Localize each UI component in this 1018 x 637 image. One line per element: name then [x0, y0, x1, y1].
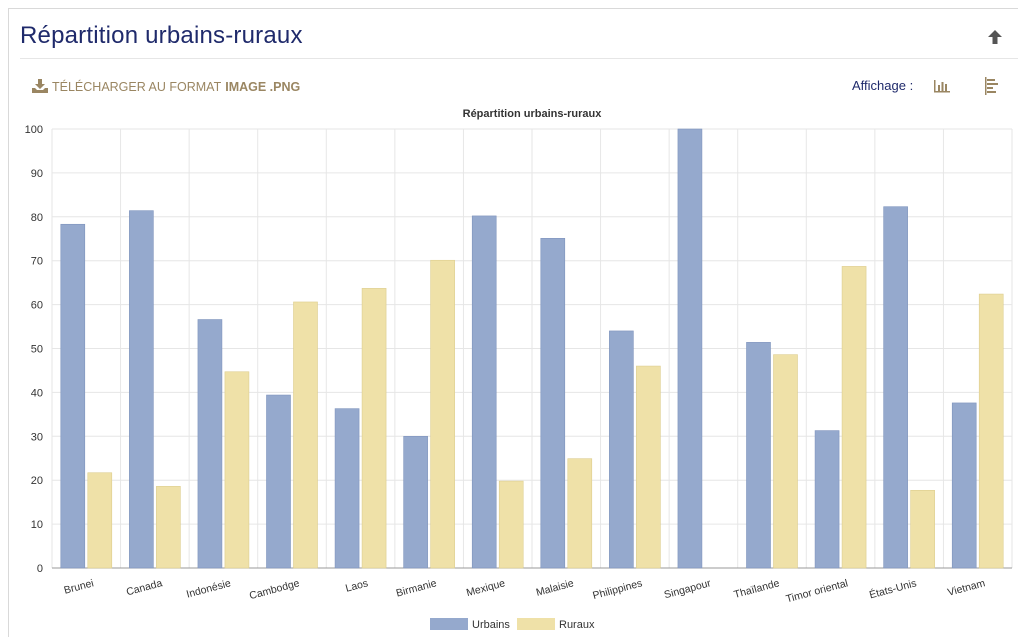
- bar-ruraux: [910, 489, 935, 569]
- y-tick-label: 70: [31, 256, 43, 268]
- bar-ruraux: [567, 458, 593, 569]
- x-tick-label: Brunei: [63, 577, 95, 596]
- y-tick-label: 90: [31, 168, 43, 180]
- bar-ruraux: [224, 371, 250, 569]
- y-tick-label: 20: [31, 475, 43, 487]
- x-tick-label: Canada: [125, 577, 164, 598]
- bar-urbains: [883, 206, 908, 569]
- horizontal-bar-chart-icon[interactable]: [980, 74, 1004, 98]
- bar-ruraux: [978, 293, 1004, 569]
- x-tick-label: Timor oriental: [785, 577, 850, 605]
- display-label: Affichage :: [852, 78, 914, 93]
- y-tick-label: 10: [31, 519, 43, 531]
- bar-ruraux: [841, 266, 867, 569]
- bar-urbains: [951, 402, 977, 569]
- x-tick-label: Indonésie: [185, 577, 232, 600]
- bar-urbains: [403, 435, 428, 569]
- y-tick-label: 60: [31, 300, 43, 312]
- bar-chart: Répartition urbains-ruraux 0 10 20 30 40 50 60 7…: [25, 108, 1013, 631]
- x-tick-label: Birmanie: [395, 577, 438, 599]
- bar-urbains: [197, 319, 223, 569]
- x-tick-label: Vietnam: [946, 577, 986, 599]
- arrow-up-icon[interactable]: [984, 28, 1006, 46]
- x-tick-label: Philippines: [591, 577, 643, 602]
- x-tick-label: Laos: [344, 577, 369, 594]
- bar-urbains: [129, 210, 154, 569]
- legend-swatch-urbains: [430, 618, 468, 630]
- x-tick-label: Malaisie: [535, 577, 575, 599]
- bar-ruraux: [498, 480, 524, 569]
- x-tick-label: Mexique: [465, 577, 507, 599]
- bar-urbains: [60, 223, 86, 569]
- bar-ruraux: [156, 486, 181, 569]
- y-tick-label: 30: [31, 431, 43, 443]
- legend-swatch-ruraux: [517, 618, 555, 630]
- bar-ruraux: [293, 301, 318, 569]
- y-tick-label: 0: [37, 563, 43, 575]
- bar-urbains: [814, 430, 840, 569]
- chart-title: Répartition urbains-ruraux: [463, 108, 603, 120]
- x-tick-label: Singapour: [663, 577, 713, 601]
- bar-urbains: [471, 215, 497, 569]
- bar-ruraux: [636, 365, 661, 569]
- page-title: Répartition urbains-ruraux: [20, 22, 303, 49]
- bar-urbains: [746, 342, 771, 569]
- download-label: Télécharger au format: [52, 80, 222, 94]
- y-tick-label: 40: [31, 387, 43, 399]
- download-icon: [32, 78, 52, 96]
- chart-panel: [8, 8, 1018, 637]
- download-format: image .png: [225, 80, 301, 94]
- bar-ruraux: [773, 354, 798, 569]
- bar-urbains: [677, 128, 703, 569]
- y-tick-label: 100: [25, 124, 43, 136]
- bar-ruraux: [87, 472, 113, 569]
- x-tick-label: Cambodge: [248, 577, 301, 602]
- bar-urbains: [609, 330, 634, 569]
- bar-ruraux: [430, 259, 455, 569]
- bar-ruraux: [361, 288, 387, 569]
- x-tick-label: Thaïlande: [733, 577, 781, 601]
- bar-urbains: [266, 394, 291, 569]
- legend-label-urbains: Urbains: [472, 619, 510, 631]
- bar-urbains: [540, 238, 566, 569]
- legend-label-ruraux: Ruraux: [559, 619, 595, 631]
- bar-chart-icon[interactable]: [930, 74, 954, 98]
- y-tick-label: 80: [31, 212, 43, 224]
- y-tick-label: 50: [31, 344, 43, 356]
- download-png-link[interactable]: Télécharger au format image .png: [32, 78, 300, 96]
- bar-urbains: [334, 408, 360, 569]
- x-tick-label: États-Unis: [868, 576, 918, 601]
- title-divider: [20, 58, 1018, 59]
